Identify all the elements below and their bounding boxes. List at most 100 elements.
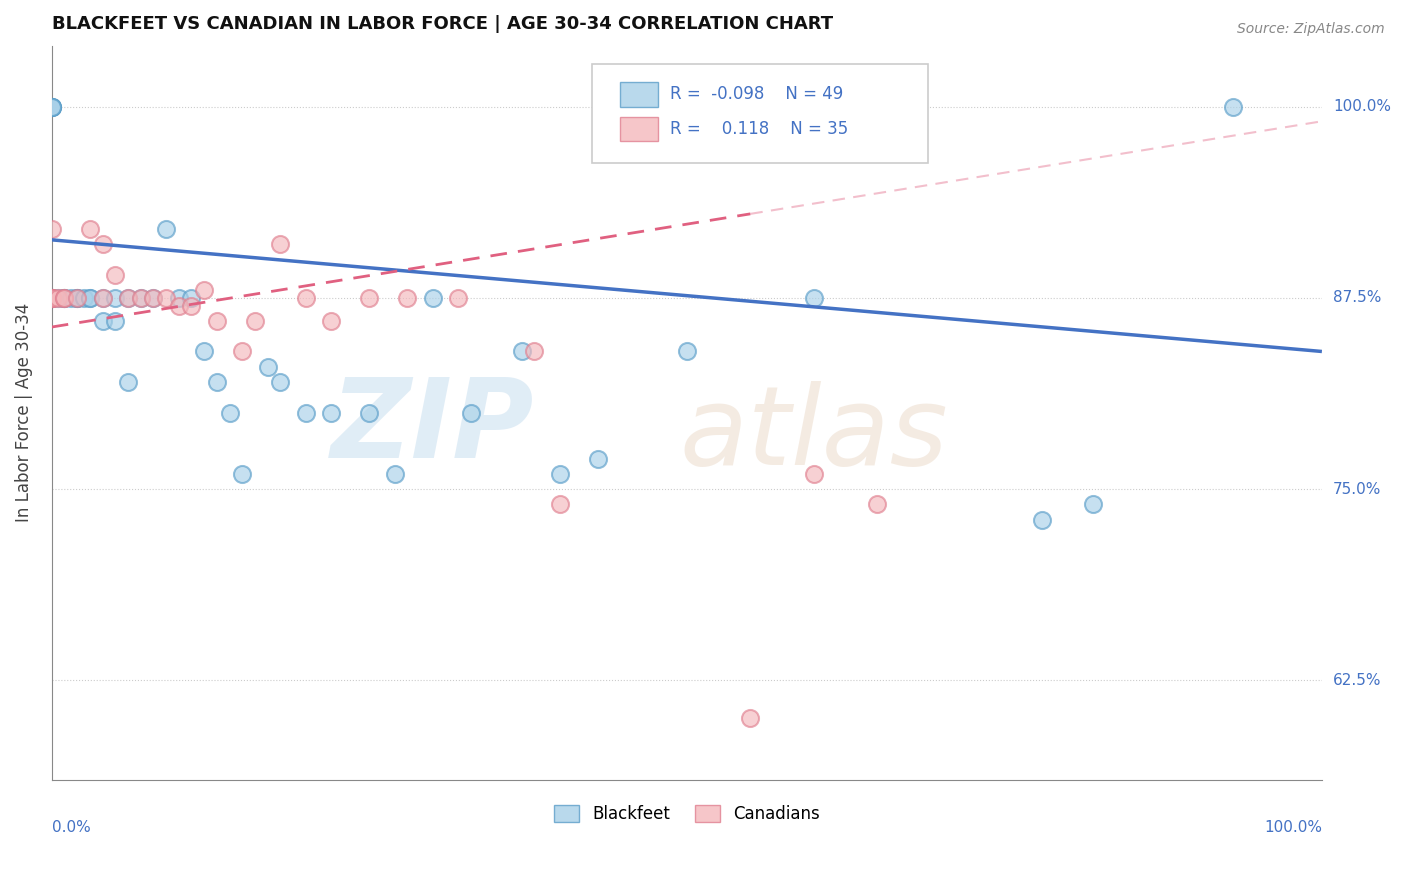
Point bbox=[41, 100, 63, 114]
Point bbox=[231, 344, 253, 359]
Point bbox=[117, 291, 139, 305]
Point bbox=[384, 467, 406, 481]
Point bbox=[422, 291, 444, 305]
Point bbox=[321, 406, 343, 420]
Text: 0.0%: 0.0% bbox=[52, 820, 90, 835]
Point bbox=[269, 375, 291, 389]
Point bbox=[41, 291, 63, 305]
Text: BLACKFEET VS CANADIAN IN LABOR FORCE | AGE 30-34 CORRELATION CHART: BLACKFEET VS CANADIAN IN LABOR FORCE | A… bbox=[52, 15, 832, 33]
Point bbox=[523, 344, 546, 359]
Point bbox=[53, 291, 76, 305]
Point bbox=[41, 291, 63, 305]
Point bbox=[447, 291, 470, 305]
Point bbox=[91, 291, 114, 305]
Text: 100.0%: 100.0% bbox=[1333, 99, 1391, 114]
Point bbox=[218, 406, 240, 420]
Point bbox=[1083, 497, 1105, 511]
Point bbox=[53, 291, 76, 305]
Point bbox=[53, 291, 76, 305]
Point bbox=[91, 291, 114, 305]
Point bbox=[79, 291, 101, 305]
Text: 87.5%: 87.5% bbox=[1333, 291, 1381, 305]
Point bbox=[66, 291, 89, 305]
Point bbox=[1031, 513, 1053, 527]
Point bbox=[359, 291, 381, 305]
Point bbox=[740, 711, 762, 725]
Point bbox=[142, 291, 165, 305]
Point bbox=[675, 344, 697, 359]
Point bbox=[41, 100, 63, 114]
Point bbox=[396, 291, 419, 305]
Point bbox=[66, 291, 89, 305]
FancyBboxPatch shape bbox=[620, 117, 658, 141]
Point bbox=[41, 291, 63, 305]
Point bbox=[41, 222, 63, 236]
Point bbox=[46, 291, 69, 305]
Point bbox=[155, 291, 177, 305]
Point bbox=[79, 291, 101, 305]
Point bbox=[53, 291, 76, 305]
Point bbox=[104, 268, 127, 282]
FancyBboxPatch shape bbox=[620, 82, 658, 106]
Text: R =  -0.098    N = 49: R = -0.098 N = 49 bbox=[671, 85, 844, 103]
Point bbox=[46, 291, 69, 305]
Point bbox=[41, 100, 63, 114]
Text: 100.0%: 100.0% bbox=[1264, 820, 1322, 835]
Point bbox=[866, 497, 889, 511]
Text: ZIP: ZIP bbox=[330, 374, 534, 481]
Point bbox=[142, 291, 165, 305]
Point bbox=[269, 237, 291, 252]
Point bbox=[91, 237, 114, 252]
Point bbox=[167, 299, 190, 313]
Point bbox=[803, 291, 825, 305]
Point bbox=[510, 344, 533, 359]
Point bbox=[460, 406, 482, 420]
Point bbox=[117, 375, 139, 389]
FancyBboxPatch shape bbox=[592, 64, 928, 163]
Point bbox=[41, 291, 63, 305]
Point bbox=[205, 375, 228, 389]
Point bbox=[294, 406, 316, 420]
Point bbox=[586, 451, 609, 466]
Point bbox=[41, 291, 63, 305]
Text: R =    0.118    N = 35: R = 0.118 N = 35 bbox=[671, 120, 849, 137]
Legend: Blackfeet, Canadians: Blackfeet, Canadians bbox=[547, 798, 827, 830]
Point bbox=[294, 291, 316, 305]
Point bbox=[66, 291, 89, 305]
Point bbox=[193, 283, 215, 297]
Text: 75.0%: 75.0% bbox=[1333, 482, 1381, 497]
Point bbox=[167, 291, 190, 305]
Point bbox=[180, 291, 202, 305]
Point bbox=[359, 406, 381, 420]
Point bbox=[91, 314, 114, 328]
Point bbox=[256, 359, 278, 374]
Point bbox=[53, 291, 76, 305]
Point bbox=[104, 314, 127, 328]
Point bbox=[243, 314, 266, 328]
Point bbox=[548, 497, 571, 511]
Point bbox=[104, 291, 127, 305]
Point bbox=[66, 291, 89, 305]
Point bbox=[41, 291, 63, 305]
Point bbox=[205, 314, 228, 328]
Text: atlas: atlas bbox=[679, 381, 948, 488]
Point bbox=[129, 291, 152, 305]
Point bbox=[803, 467, 825, 481]
Point bbox=[548, 467, 571, 481]
Point bbox=[117, 291, 139, 305]
Point bbox=[41, 100, 63, 114]
Point bbox=[129, 291, 152, 305]
Point bbox=[59, 291, 82, 305]
Point bbox=[231, 467, 253, 481]
Text: Source: ZipAtlas.com: Source: ZipAtlas.com bbox=[1237, 22, 1385, 37]
Point bbox=[193, 344, 215, 359]
Point bbox=[72, 291, 94, 305]
Point bbox=[1222, 100, 1244, 114]
Y-axis label: In Labor Force | Age 30-34: In Labor Force | Age 30-34 bbox=[15, 303, 32, 523]
Point bbox=[155, 222, 177, 236]
Point bbox=[180, 299, 202, 313]
Text: 62.5%: 62.5% bbox=[1333, 673, 1382, 688]
Point bbox=[41, 291, 63, 305]
Point bbox=[79, 222, 101, 236]
Point bbox=[321, 314, 343, 328]
